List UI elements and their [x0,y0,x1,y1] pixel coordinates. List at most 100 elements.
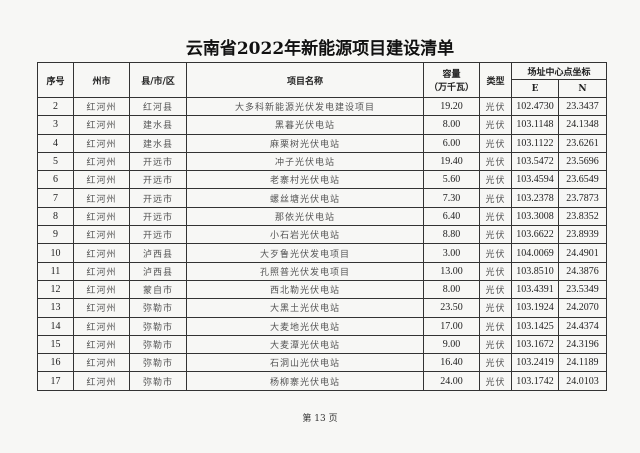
cell-county: 红河县 [129,96,187,117]
cell-type: 光伏 [479,206,512,227]
cell-county: 建水县 [129,133,187,153]
cell-n: 24.0103 [558,371,607,391]
cell-n: 23.8939 [558,225,607,245]
cell-e: 103.4391 [511,279,559,300]
cell-index: 8 [37,206,74,227]
cell-index: 16 [37,353,74,373]
cell-n: 23.5696 [558,151,607,172]
header-type: 类型 [479,62,512,98]
cell-index: 17 [37,371,74,391]
cell-county: 蒙自市 [129,279,187,300]
cell-e: 103.6622 [511,225,559,245]
cell-county: 开远市 [129,225,187,245]
cell-county: 开远市 [129,206,187,227]
cell-county: 弥勒市 [129,298,187,318]
cell-capacity: 6.40 [423,206,480,227]
cell-name: 西北勒光伏电站 [186,279,424,300]
cell-name: 麻栗树光伏电站 [186,133,424,153]
cell-n: 24.4374 [558,316,607,336]
cell-capacity: 17.00 [423,316,480,336]
cell-index: 13 [37,298,74,318]
table-row: 11 红河州 泸西县 孔照普光伏发电项目 13.00 光伏 103.8510 24.3876 [37,261,607,281]
page-number: 第 13 页 [302,414,338,424]
cell-index: 12 [37,279,74,300]
cell-type: 光伏 [479,225,512,245]
cell-e: 103.2419 [511,353,559,373]
cell-e: 103.1425 [511,316,559,336]
cell-prefecture: 红河州 [73,243,130,263]
cell-name: 螺丝塘光伏电站 [186,188,424,208]
project-table: 序号 州市 县/市/区 项目名称 容量 （万千瓦） 类型 场址中心点坐标 E N … [37,62,607,391]
cell-e: 103.2378 [511,188,559,208]
cell-county: 开远市 [129,151,187,172]
cell-name: 大麦地光伏电站 [186,316,424,336]
cell-county: 泸西县 [129,261,187,281]
cell-prefecture: 红河州 [73,170,130,190]
cell-county: 建水县 [129,115,187,135]
cell-type: 光伏 [479,96,512,117]
cell-n: 24.1189 [558,353,607,373]
cell-name: 孔照普光伏发电项目 [186,261,424,281]
table-row: 16 红河州 弥勒市 石洞山光伏电站 16.40 光伏 103.2419 24.1189 [37,353,607,373]
cell-e: 103.8510 [511,261,559,281]
cell-capacity: 8.00 [423,279,480,300]
cell-prefecture: 红河州 [73,96,130,117]
cell-county: 弥勒市 [129,371,187,391]
cell-capacity: 8.80 [423,225,480,245]
cell-prefecture: 红河州 [73,206,130,227]
cell-county: 弥勒市 [129,334,187,355]
cell-n: 23.8352 [558,206,607,227]
cell-prefecture: 红河州 [73,115,130,135]
cell-prefecture: 红河州 [73,188,130,208]
table-row: 2 红河州 红河县 大多科新能源光伏发电建设项目 19.20 光伏 102.4730 23.3… [37,96,607,117]
cell-n: 24.2070 [558,298,607,318]
cell-prefecture: 红河州 [73,133,130,153]
cell-capacity: 5.60 [423,170,480,190]
cell-name: 小石岩光伏电站 [186,225,424,245]
cell-capacity: 9.00 [423,334,480,355]
cell-county: 弥勒市 [129,353,187,373]
cell-name: 大多科新能源光伏发电建设项目 [186,96,424,117]
document-title: 云南省2022年新能源项目建设清单 [185,39,455,59]
cell-name: 那依光伏电站 [186,206,424,227]
cell-type: 光伏 [479,133,512,153]
cell-county: 开远市 [129,170,187,190]
cell-index: 9 [37,225,74,245]
cell-capacity: 24.00 [423,371,480,391]
cell-n: 23.6261 [558,133,607,153]
cell-capacity: 16.40 [423,353,480,373]
cell-capacity: 6.00 [423,133,480,153]
table-row: 13 红河州 弥勒市 大黑土光伏电站 23.50 光伏 103.1924 24.2070 [37,298,607,318]
cell-type: 光伏 [479,298,512,318]
header-e: E [511,79,559,98]
cell-n: 23.5349 [558,279,607,300]
table-row: 15 红河州 弥勒市 大麦潭光伏电站 9.00 光伏 103.1672 24.3196 [37,334,607,355]
cell-capacity: 7.30 [423,188,480,208]
cell-type: 光伏 [479,261,512,281]
cell-e: 103.1122 [511,133,559,153]
cell-type: 光伏 [479,334,512,355]
cell-name: 老寨村光伏电站 [186,170,424,190]
cell-capacity: 13.00 [423,261,480,281]
table-row: 3 红河州 建水县 黑暮光伏电站 8.00 光伏 103.1148 24.1348 [37,115,607,135]
cell-name: 杨柳寨光伏电站 [186,371,424,391]
cell-index: 11 [37,261,74,281]
cell-name: 大黑土光伏电站 [186,298,424,318]
table-row: 10 红河州 泸西县 大歹鲁光伏发电项目 3.00 光伏 104.0069 24.4901 [37,243,607,263]
cell-prefecture: 红河州 [73,353,130,373]
cell-prefecture: 红河州 [73,279,130,300]
cell-e: 103.1148 [511,115,559,135]
cell-e: 103.1742 [511,371,559,391]
table-row: 6 红河州 开远市 老寨村光伏电站 5.60 光伏 103.4594 23.6549 [37,170,607,190]
table-row: 4 红河州 建水县 麻栗树光伏电站 6.00 光伏 103.1122 23.6261 [37,133,607,153]
table-row: 5 红河州 开远市 冲子光伏电站 19.40 光伏 103.5472 23.5696 [37,151,607,172]
cell-name: 黑暮光伏电站 [186,115,424,135]
header-capacity-line2: （万千瓦） [428,83,474,93]
cell-name: 大歹鲁光伏发电项目 [186,243,424,263]
cell-e: 104.0069 [511,243,559,263]
cell-capacity: 23.50 [423,298,480,318]
cell-index: 6 [37,170,74,190]
table-row: 14 红河州 弥勒市 大麦地光伏电站 17.00 光伏 103.1425 24.4374 [37,316,607,336]
cell-prefecture: 红河州 [73,261,130,281]
cell-prefecture: 红河州 [73,316,130,336]
